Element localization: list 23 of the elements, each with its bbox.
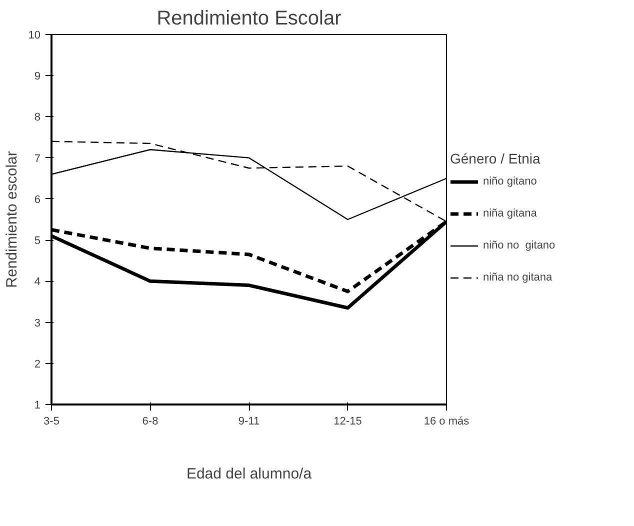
y-tick-label: 5 [34,235,41,248]
x-tick-label: 6-8 [142,416,158,428]
y-tick-label: 9 [34,70,41,83]
x-tick-label: 16 o más [424,416,470,428]
y-tick-label: 1 [34,400,41,412]
x-tick-label: 9-11 [238,416,260,428]
y-axis-title: Rendimiento escolar [3,151,20,288]
legend-label: niño no gitano [483,240,556,252]
y-tick-label: 2 [34,358,41,370]
x-axis-title: Edad del alumno/a [186,466,312,482]
y-tick-label: 4 [34,276,41,288]
y-tick-label: 6 [34,194,41,206]
legend-label: niño gitano [483,176,537,188]
y-tick-label: 8 [34,112,41,124]
x-tick-label: 12-15 [334,416,362,428]
legend-label: niña gitana [483,208,537,220]
legend-label: niña no gitana [483,272,552,284]
y-tick-label: 7 [34,152,41,165]
y-tick-label: 10 [28,30,41,42]
x-tick-label: 3-5 [44,416,60,428]
chart-title: Rendimiento Escolar [156,8,342,30]
y-tick-label: 3 [34,317,41,330]
legend-title: Género / Etnia [450,150,542,166]
